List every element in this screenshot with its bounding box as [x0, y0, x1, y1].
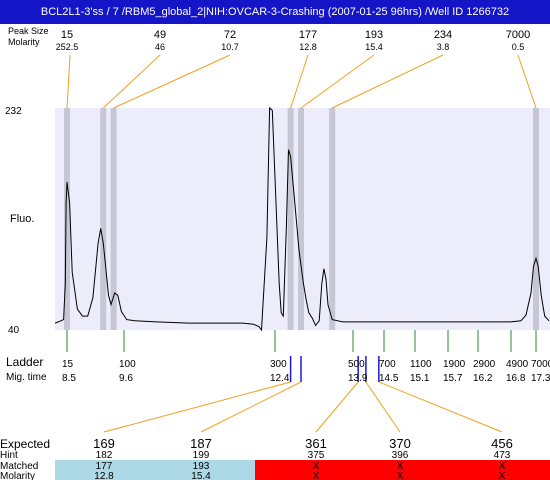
expected-size-value: 370 [389, 436, 411, 451]
peak-connector-line [113, 54, 231, 109]
ladder-label: Ladder [6, 355, 43, 369]
expected-connector-line [378, 381, 503, 433]
ladder-time-value: 12.4 [270, 373, 290, 384]
ladder-time-value: 16.2 [473, 373, 493, 384]
peak-connector-line [102, 54, 161, 109]
matched-molarity-value: 12.8 [94, 471, 114, 480]
ladder-time-value: 8.5 [62, 373, 76, 384]
hint-value: 199 [193, 450, 210, 461]
peak-size-value: 177 [299, 29, 317, 41]
ladder-size-value: 1900 [443, 359, 466, 370]
matched-value: X [397, 461, 404, 472]
peak-connector-line [66, 54, 71, 109]
matched-value: 193 [193, 461, 210, 472]
peak-size-value: 49 [154, 29, 166, 41]
y-max-label: 232 [5, 106, 22, 117]
matched-value: X [499, 461, 506, 472]
matched-molarity-value: X [499, 471, 506, 480]
y-min-label: 40 [8, 325, 20, 336]
peak-marker-band [533, 108, 539, 330]
expected-connector-line [365, 381, 401, 433]
ladder-size-value: 7000 [531, 359, 550, 370]
ladder-time-value: 17.3 [531, 373, 550, 384]
matched-molarity-value: X [313, 471, 320, 480]
mig-time-label: Mig. time [6, 372, 47, 383]
ladder-time-value: 13.9 [348, 373, 368, 384]
peak-marker-band [329, 108, 336, 330]
expected-row-label: Molarity [0, 471, 35, 480]
peak-size-value: 234 [434, 29, 452, 41]
fluorescence-trace [54, 106, 550, 332]
expected-row-label: Matched [0, 461, 38, 472]
peak-marker-band [100, 108, 107, 330]
peak-molarity-value: 252.5 [56, 42, 79, 52]
y-axis-label: Fluo. [10, 213, 34, 225]
expected-row-label: Expected [0, 437, 50, 451]
matched-value: 177 [96, 461, 113, 472]
matched-molarity-value: X [397, 471, 404, 480]
matched-value: X [313, 461, 320, 472]
expected-connector-line [103, 381, 291, 433]
peak-size-value: 72 [224, 29, 236, 41]
matched-molarity-value: 15.4 [191, 471, 211, 480]
ladder-time-value: 15.7 [443, 373, 463, 384]
peak-marker-band [64, 108, 70, 330]
expected-size-value: 361 [305, 436, 327, 451]
hint-value: 473 [494, 450, 511, 461]
peak-connector-line [331, 54, 444, 109]
matched-cell-bg [55, 460, 255, 480]
peak-connector-line [290, 54, 309, 109]
ladder-size-value: 4900 [506, 359, 529, 370]
peak-molarity-value: 0.5 [512, 42, 525, 52]
ladder-time-value: 16.8 [506, 373, 526, 384]
ladder-size-value: 1100 [410, 359, 432, 370]
expected-size-value: 456 [491, 436, 513, 451]
peak-connector-line [300, 54, 375, 109]
ladder-size-value: 300 [270, 359, 287, 370]
peak-molarity-value: 10.7 [221, 42, 239, 52]
peak-size-row-label: Peak Size [8, 26, 49, 36]
expected-row-label: Hint [0, 450, 18, 461]
hint-value: 375 [308, 450, 325, 461]
hint-value: 182 [96, 450, 113, 461]
peak-marker-band [298, 108, 304, 330]
ladder-time-value: 9.6 [119, 373, 133, 384]
molarity-row-label: Molarity [8, 37, 40, 47]
expected-size-value: 187 [190, 436, 212, 451]
ladder-size-value: 500 [348, 359, 365, 370]
peak-connector-line [517, 54, 537, 109]
ladder-size-value: 2900 [473, 359, 496, 370]
ladder-size-value: 100 [119, 359, 136, 370]
ladder-time-value: 15.1 [410, 373, 430, 384]
expected-connector-line [315, 381, 359, 433]
window-title: BCL2L1-3'ss / 7 /RBM5_global_2|NIH:OVCAR… [0, 0, 550, 24]
peak-marker-band [287, 108, 294, 330]
peak-molarity-value: 12.8 [299, 42, 317, 52]
peak-molarity-value: 46 [155, 42, 165, 52]
ladder-size-value: 700 [379, 359, 396, 370]
hint-value: 396 [392, 450, 409, 461]
peak-size-value: 193 [365, 29, 383, 41]
peak-size-value: 7000 [506, 29, 530, 41]
peak-molarity-value: 15.4 [365, 42, 383, 52]
ladder-time-value: 14.5 [379, 373, 399, 384]
ladder-size-value: 15 [62, 359, 74, 370]
expected-size-value: 169 [93, 436, 115, 451]
unmatched-cell-bg [255, 460, 550, 480]
peak-size-value: 15 [61, 29, 73, 41]
expected-connector-line [200, 381, 302, 433]
peak-marker-band [110, 108, 117, 330]
peak-molarity-value: 3.8 [437, 42, 450, 52]
